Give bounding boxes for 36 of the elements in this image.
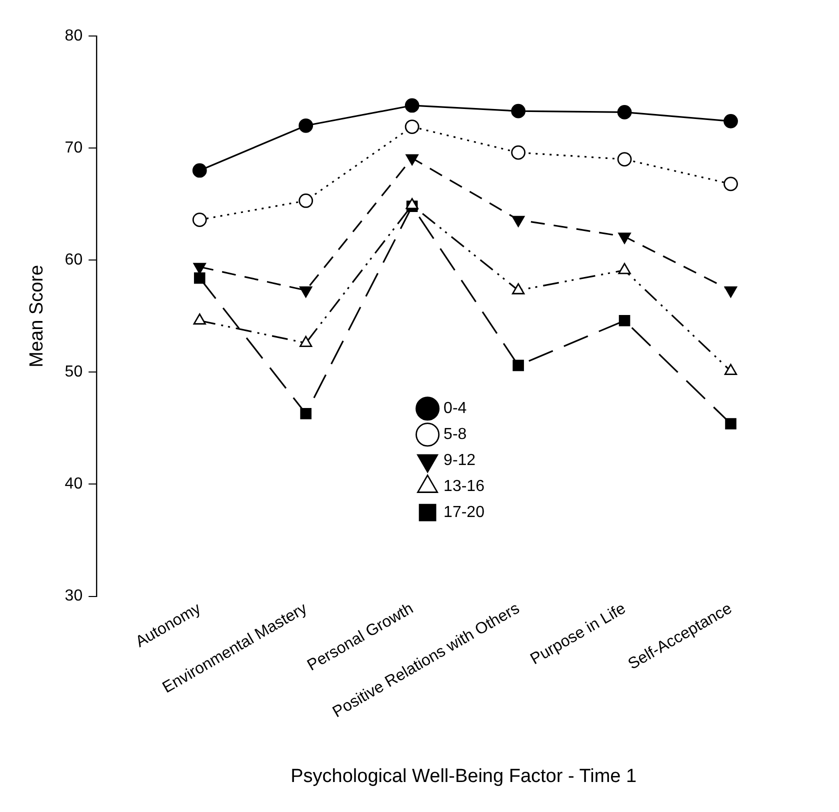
point [511, 104, 526, 118]
legend-label: 0-4 [444, 400, 467, 418]
point [300, 336, 312, 347]
point [404, 120, 420, 134]
point [512, 360, 524, 372]
point [298, 194, 314, 208]
point [298, 118, 314, 133]
point [406, 198, 418, 210]
point [192, 163, 207, 178]
point [511, 145, 526, 160]
point [404, 98, 420, 113]
point [618, 314, 630, 326]
legend-label: 5-8 [444, 426, 467, 444]
y-tick-label: 60 [64, 252, 83, 269]
point [512, 283, 525, 294]
y-tick-label: 30 [64, 588, 83, 605]
y-axis-title: Mean Score [26, 264, 48, 368]
y-tick-label: 40 [64, 476, 83, 493]
legend-label: 13-16 [444, 478, 485, 496]
point [724, 176, 738, 192]
legend-label: 9-12 [444, 452, 476, 470]
legend-label: 17-20 [444, 504, 485, 522]
point [617, 152, 632, 166]
y-tick-label: 50 [64, 364, 83, 381]
point [192, 212, 207, 227]
y-tick-label: 80 [64, 27, 83, 44]
point [617, 105, 632, 120]
point [725, 418, 736, 430]
point [618, 263, 631, 274]
y-tick-label: 70 [64, 139, 83, 156]
point [193, 313, 206, 325]
point [300, 408, 312, 420]
point [724, 364, 738, 376]
point [194, 272, 206, 284]
x-axis-title: Psychological Well-Being Factor - Time 1 [290, 766, 637, 787]
point [724, 114, 738, 128]
